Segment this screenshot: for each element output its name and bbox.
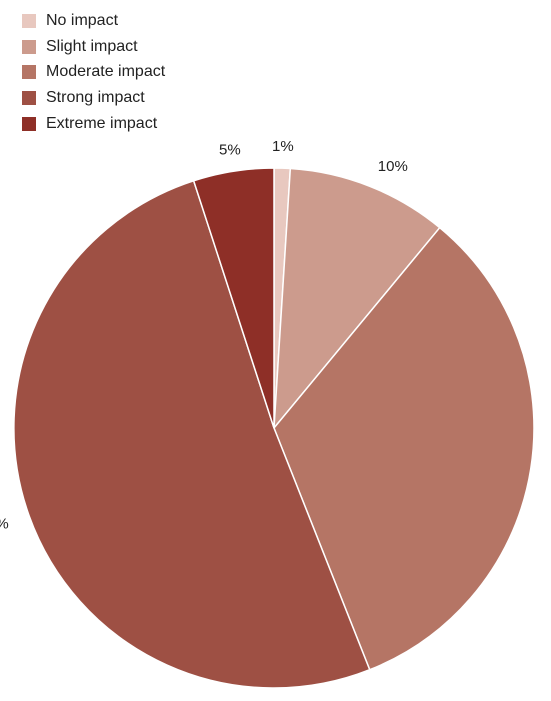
pie-slices	[13, 167, 535, 689]
pie-slice-extreme-impact	[192, 167, 275, 429]
legend-label-strong-impact: Strong impact	[46, 89, 145, 107]
pie-label-strong-impact: 51%	[0, 516, 9, 533]
legend-item-no-impact: No impact	[22, 8, 165, 34]
legend-label-moderate-impact: Moderate impact	[46, 63, 166, 81]
pie-slice-moderate-impact	[273, 226, 535, 671]
legend-item-slight-impact: Slight impact	[22, 34, 165, 60]
legend-swatch-slight-impact	[22, 39, 36, 54]
pie-slice-slight-impact	[273, 167, 441, 431]
legend-swatch-moderate-impact	[22, 65, 36, 80]
chart-legend: No impact Slight impact Moderate impact …	[22, 8, 165, 137]
legend-item-strong-impact: Strong impact	[22, 85, 165, 111]
legend-item-extreme-impact: Extreme impact	[22, 111, 165, 137]
pie-label-extreme-impact: 5%	[219, 142, 241, 159]
legend-label-extreme-impact: Extreme impact	[46, 115, 158, 133]
legend-swatch-no-impact	[22, 13, 36, 28]
pie-label-no-impact: 1%	[272, 138, 294, 155]
legend-item-moderate-impact: Moderate impact	[22, 60, 165, 86]
legend-swatch-extreme-impact	[22, 117, 36, 132]
pie-slice-labels: 1%10%33%51%5%	[0, 138, 408, 533]
pie-label-slight-impact: 10%	[378, 158, 408, 175]
pie-slice-strong-impact	[13, 179, 371, 689]
legend-label-no-impact: No impact	[46, 11, 119, 29]
legend-label-slight-impact: Slight impact	[46, 37, 138, 55]
legend-swatch-strong-impact	[22, 91, 36, 106]
